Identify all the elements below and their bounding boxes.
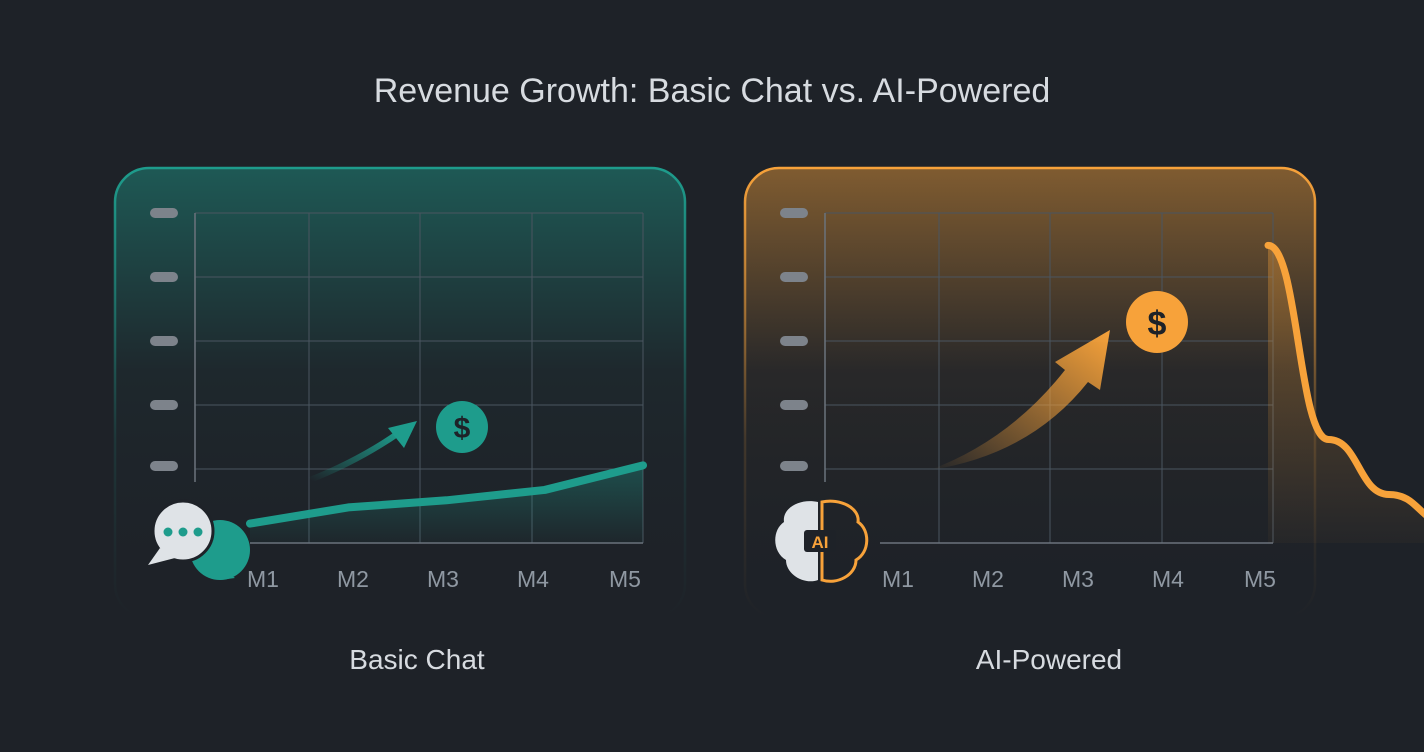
brain-left-half xyxy=(775,501,818,582)
chart-title: Revenue Growth: Basic Chat vs. AI-Powere… xyxy=(373,72,1051,110)
area-fill xyxy=(1268,245,1424,543)
y-tick-marker xyxy=(780,400,808,410)
chat-bubbles-icon xyxy=(148,499,250,580)
y-tick-marker xyxy=(780,272,808,282)
typing-dot xyxy=(163,527,173,537)
growth-arrow-icon xyxy=(930,330,1110,470)
basic-chat-panel: M1 M2 M3 M4 M5 $ xyxy=(113,166,687,620)
x-tick-label: M5 xyxy=(1244,566,1276,592)
x-tick-label: M2 xyxy=(972,566,1004,592)
ai-powered-panel: M1 M2 M3 M4 M5 $ AI xyxy=(743,166,1424,620)
y-tick-marker xyxy=(150,208,178,218)
ai-label: AI xyxy=(812,533,829,552)
ai-badge xyxy=(804,530,836,552)
typing-dot xyxy=(178,527,188,537)
y-tick-marker xyxy=(780,208,808,218)
x-tick-label: M4 xyxy=(1152,566,1184,592)
arrow-head-icon xyxy=(388,421,417,448)
front-bubble-tail xyxy=(148,548,175,565)
basic-chat-caption: Basic Chat xyxy=(349,644,485,675)
growth-arrow-icon xyxy=(308,429,402,483)
y-tick-marker xyxy=(150,336,178,346)
dollar-coin-icon xyxy=(436,401,488,453)
dollar-symbol: $ xyxy=(454,412,471,445)
x-tick-label: M3 xyxy=(427,566,459,592)
x-tick-label: M1 xyxy=(247,566,279,592)
dollar-coin-icon xyxy=(1126,291,1188,353)
typing-dot xyxy=(193,527,203,537)
x-tick-label: M2 xyxy=(337,566,369,592)
y-tick-marker xyxy=(780,336,808,346)
series-line xyxy=(1264,241,1424,518)
x-tick-label: M3 xyxy=(1062,566,1094,592)
x-tick-label: M4 xyxy=(517,566,549,592)
ai-powered-caption: AI-Powered xyxy=(975,644,1123,675)
y-tick-marker xyxy=(150,272,178,282)
brain-right-half xyxy=(820,499,869,583)
y-tick-marker xyxy=(150,400,178,410)
y-tick-marker xyxy=(780,461,808,471)
x-tick-label: M1 xyxy=(882,566,914,592)
dollar-symbol: $ xyxy=(1148,305,1167,343)
x-tick-label: M5 xyxy=(609,566,641,592)
y-tick-marker xyxy=(150,461,178,471)
ai-brain-icon: AI xyxy=(775,499,869,583)
panel-frame xyxy=(743,166,1317,620)
